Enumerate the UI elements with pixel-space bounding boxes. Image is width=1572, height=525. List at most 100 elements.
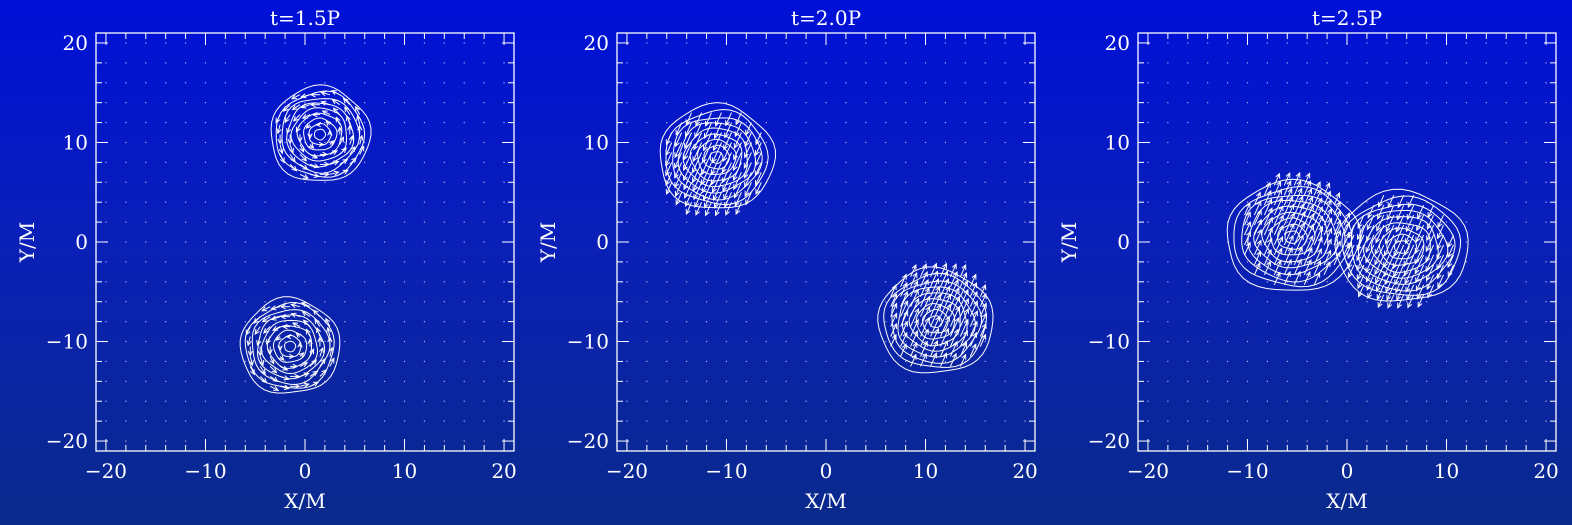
velocity-arrow <box>1397 194 1405 208</box>
grid-dot <box>1445 380 1448 382</box>
grid-dot <box>1286 161 1288 163</box>
grid-dot <box>984 261 986 263</box>
grid-dot <box>403 62 406 64</box>
contour-line <box>709 151 724 165</box>
arrow-head <box>302 319 309 326</box>
velocity-arrow <box>723 132 732 150</box>
arrow-head <box>901 273 907 280</box>
arrow-head <box>350 146 356 152</box>
arrow-head <box>1295 172 1301 179</box>
grid-dot <box>825 400 827 402</box>
grid-dot <box>443 161 445 163</box>
grid-dot <box>463 440 465 442</box>
arrow-head <box>723 194 729 201</box>
grid-dot <box>1246 102 1249 104</box>
velocity-arrow <box>1323 218 1333 236</box>
grid-dot <box>785 181 787 183</box>
grid-dot <box>805 400 807 402</box>
velocity-arrow <box>271 316 281 320</box>
grid-dot <box>443 261 445 263</box>
grid-dot <box>1187 181 1189 183</box>
arrow-head <box>1407 302 1413 309</box>
grid-dot <box>304 62 306 64</box>
grid-dot <box>924 221 927 223</box>
grid-dot <box>845 121 847 124</box>
velocity-arrow <box>329 347 333 357</box>
grid-dot <box>1406 380 1408 382</box>
velocity-arrow <box>1253 240 1262 256</box>
grid-dot <box>264 301 266 303</box>
grid-dot <box>1505 141 1507 144</box>
contour-line <box>308 122 332 146</box>
grid-dot <box>244 201 246 203</box>
grid-dot <box>905 201 907 203</box>
velocity-arrow <box>1383 254 1395 277</box>
arrow-head <box>281 323 288 330</box>
arrow-head <box>1255 191 1261 198</box>
ticks <box>96 33 514 451</box>
arrow-head <box>695 120 701 127</box>
velocity-arrow <box>329 171 339 175</box>
grid-dot <box>483 440 485 442</box>
arrow-head <box>1426 223 1432 230</box>
arrow-head <box>954 286 960 294</box>
velocity-arrow <box>703 182 712 201</box>
grid-dot <box>964 141 966 144</box>
grid-dot <box>244 400 246 402</box>
velocity-arrow <box>969 274 977 288</box>
grid-dot <box>626 82 628 84</box>
velocity-arrow <box>1263 238 1273 256</box>
arrow-head <box>684 142 689 150</box>
grid-dot <box>364 42 366 44</box>
arrow-head <box>357 124 363 131</box>
grid-dot <box>403 261 406 263</box>
velocity-arrow <box>1394 264 1405 285</box>
arrow-head <box>1277 196 1283 203</box>
velocity-arrow <box>665 162 673 176</box>
velocity-arrow <box>1376 214 1385 231</box>
grid-dot <box>805 82 807 84</box>
grid-dot <box>944 241 947 243</box>
grid-dot <box>145 161 147 163</box>
grid-dot <box>785 82 787 84</box>
contour-line <box>883 272 988 368</box>
grid-dot <box>384 121 386 124</box>
grid-dot <box>905 221 907 223</box>
x-axis-label: X/M <box>805 489 846 513</box>
grid-dot <box>765 420 767 422</box>
grid-dot <box>1545 102 1547 104</box>
arrow-head <box>1267 226 1273 233</box>
velocity-arrow <box>1407 294 1415 308</box>
grid-dot <box>1266 440 1268 442</box>
arrow-head <box>1356 264 1362 272</box>
grid-dot <box>1346 62 1348 64</box>
velocity-arrow <box>1263 182 1271 196</box>
grid-dot <box>1465 82 1468 84</box>
grid-dot <box>364 62 366 64</box>
grid-dot <box>324 301 326 303</box>
velocity-arrow <box>1378 194 1385 208</box>
grid-dot <box>423 201 426 203</box>
grid-dot <box>384 62 386 64</box>
grid-dot <box>765 440 767 442</box>
grid-dot <box>1465 420 1468 422</box>
grid-dot <box>125 380 127 382</box>
arrow-head <box>674 141 680 148</box>
arrow-head <box>1416 293 1422 300</box>
grid-dot <box>463 420 465 422</box>
grid-dot <box>165 281 167 283</box>
velocity-arrow <box>309 153 318 159</box>
arrow-head <box>981 293 987 300</box>
arrow-head <box>724 201 729 209</box>
arrow-head <box>674 190 680 197</box>
velocity-arrow <box>1273 272 1281 286</box>
arrow-head <box>1276 259 1282 266</box>
grid-dot <box>1004 121 1006 124</box>
grid-dot <box>324 380 326 382</box>
grid-dot <box>1366 62 1368 64</box>
y-tick-label: −20 <box>1088 429 1130 453</box>
contour-line <box>266 325 312 369</box>
grid-dot <box>443 301 445 303</box>
velocity-arrow <box>920 279 929 297</box>
velocity-arrow <box>940 271 948 288</box>
